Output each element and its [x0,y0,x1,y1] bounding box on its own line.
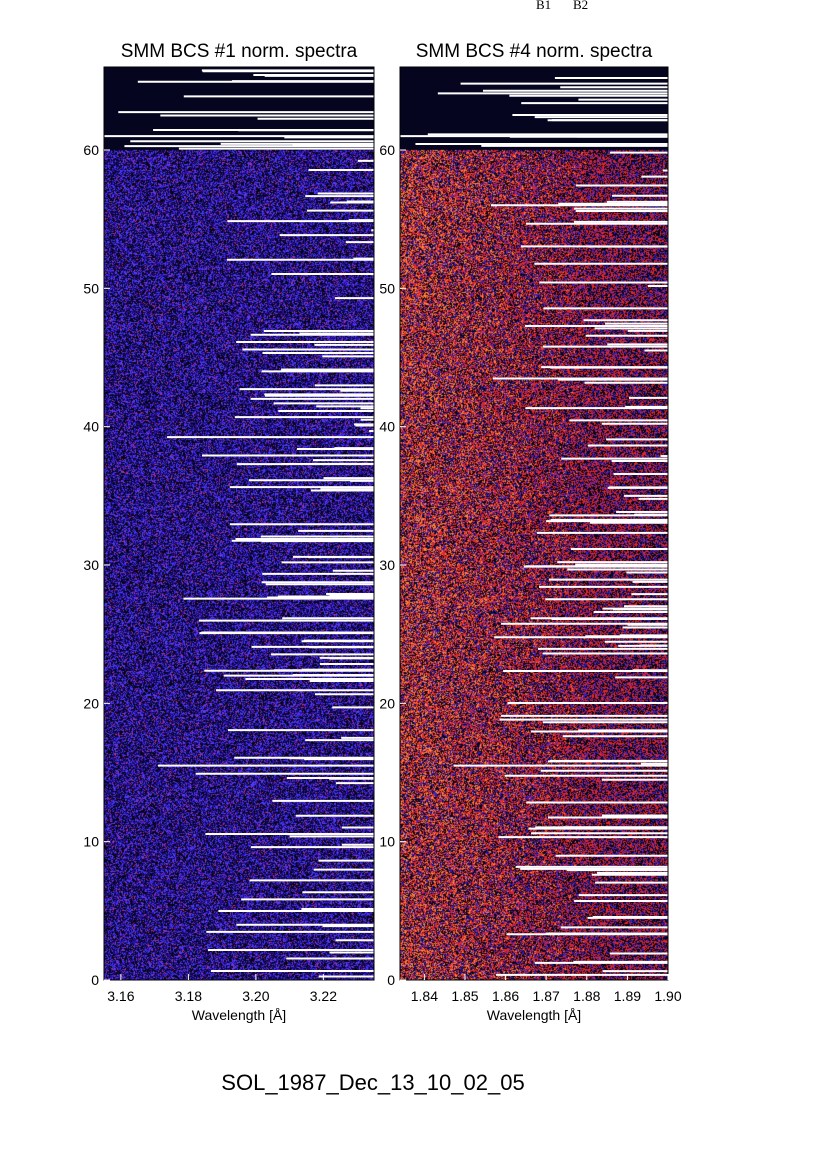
x-tick-label: 3.16 [107,988,134,1004]
spectral-line-overlays [104,69,374,978]
axes: 0 10 20 30 40 50 60 1.84 1.85 1.86 1.87 1.88 1.89 1.9… [379,66,682,1004]
plot-frame [103,66,375,981]
y-tick-label: 0 [387,972,395,988]
y-tick-label: 30 [379,557,395,573]
y-tick-label: 0 [91,972,99,988]
y-tick-label: 10 [379,834,395,850]
x-tick-label: 1.86 [492,988,519,1004]
footer-label: SOL_1987_Dec_13_10_02_05 [221,1070,524,1095]
x-tick-label: 3.20 [242,988,269,1004]
y-tick-label: 50 [83,280,99,296]
y-tick-label: 60 [83,142,99,158]
top-label-b2: B2 [573,0,588,12]
y-tick-label: 60 [379,142,395,158]
panel-title: SMM BCS #4 norm. spectra [416,41,653,62]
x-tick-label: 1.89 [614,988,641,1004]
x-tick-label: 3.22 [310,988,337,1004]
x-tick-label: 1.90 [654,988,681,1004]
y-tick-label: 50 [379,280,395,296]
panel-title: SMM BCS #1 norm. spectra [121,41,358,62]
y-tick-label: 20 [83,695,99,711]
y-tick-label: 40 [83,419,99,435]
x-tick-label: 3.18 [175,988,202,1004]
x-tick-label: 1.88 [573,988,600,1004]
y-tick-label: 40 [379,419,395,435]
axes: 0 10 20 30 40 50 60 3.16 3.18 3.20 3.22 [83,66,375,1004]
top-label-b1: B1 [536,0,551,12]
panel-bcs1: SMM BCS #1 norm. spectra 0 10 20 30 40 50 60 3.… [83,41,375,1023]
x-tick-label: 1.87 [533,988,560,1004]
panel-bcs4: SMM BCS #4 norm. spectra 0 10 20 30 40 50 60 1.… [379,41,681,1023]
x-axis-label: Wavelength [Å] [192,1007,286,1023]
plot-frame [399,66,669,981]
y-tick-label: 30 [83,557,99,573]
x-tick-label: 1.84 [411,988,438,1004]
x-axis-label: Wavelength [Å] [487,1007,581,1023]
spectral-line-overlays [400,77,668,976]
x-tick-label: 1.85 [451,988,478,1004]
y-tick-label: 10 [83,834,99,850]
y-tick-label: 20 [379,695,395,711]
